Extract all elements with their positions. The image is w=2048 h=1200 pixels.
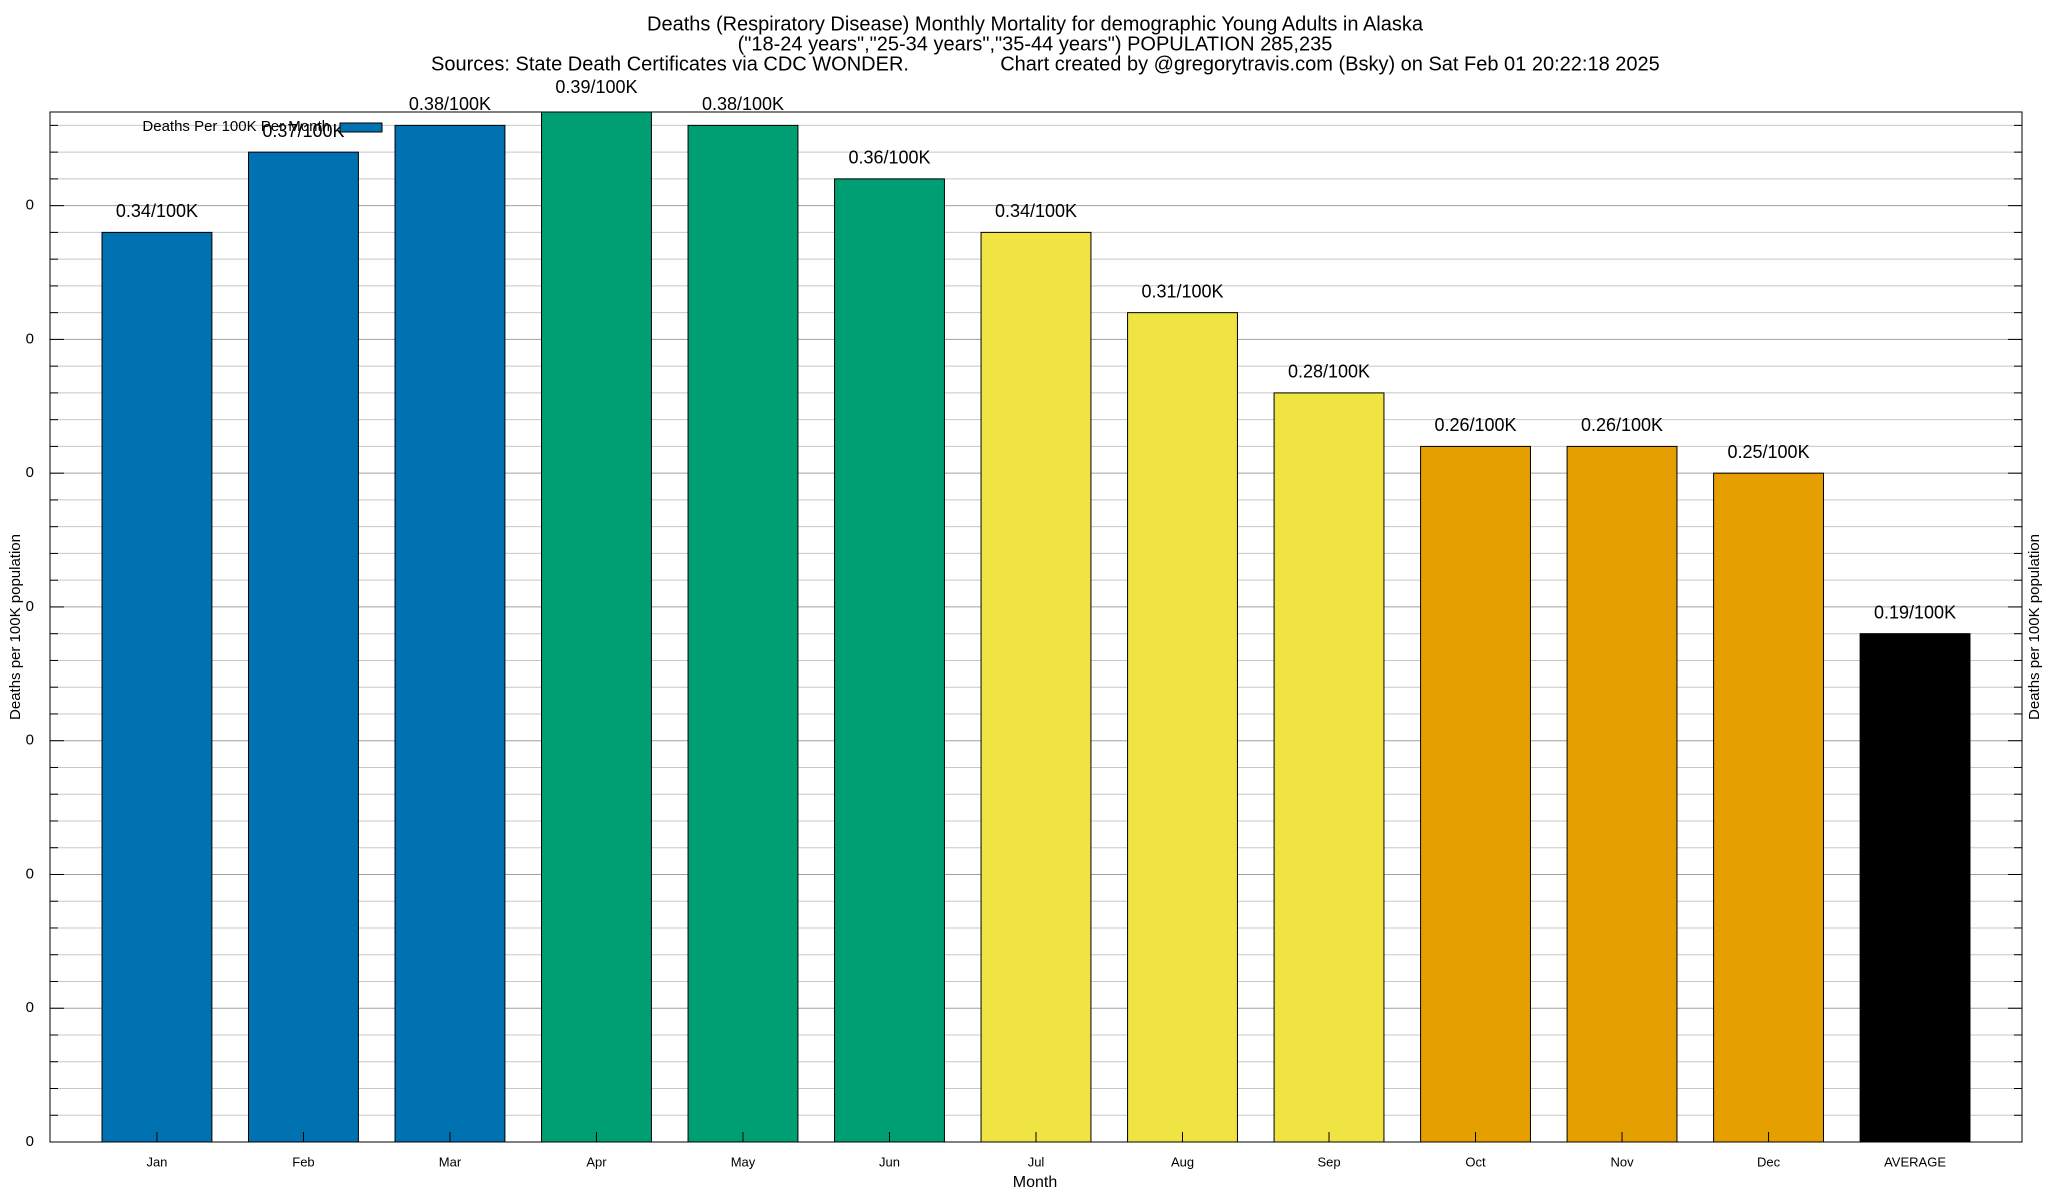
value-label: 0.38/100K <box>702 94 784 114</box>
bar <box>394 124 506 1142</box>
chart-title: Deaths (Respiratory Disease) Monthly Mor… <box>647 13 1424 35</box>
x-tick-label: Nov <box>1610 1154 1634 1169</box>
y-tick-label: 0 <box>26 999 34 1016</box>
value-label: 0.37/100K <box>262 121 344 141</box>
bar <box>1127 312 1238 1142</box>
x-tick-label: Oct <box>1465 1154 1486 1169</box>
y-tick-label: 0 <box>26 732 34 749</box>
bar <box>1713 472 1824 1142</box>
bars <box>101 112 1971 1142</box>
source: Sources: State Death Certificates via CD… <box>431 53 909 75</box>
credit: Chart created by @gregorytravis.com (Bsk… <box>1000 53 1660 75</box>
value-label: 0.26/100K <box>1434 415 1516 435</box>
y-tick-label: 0 <box>26 197 34 214</box>
x-tick-label: Mar <box>439 1154 462 1169</box>
value-label: 0.34/100K <box>995 201 1077 221</box>
value-label: 0.38/100K <box>409 94 491 114</box>
y2-axis-label: Deaths per 100K population <box>2026 534 2043 720</box>
bar <box>1273 392 1385 1142</box>
value-label: 0.39/100K <box>555 77 637 97</box>
value-label: 0.31/100K <box>1141 281 1223 301</box>
chart-subtitle: ("18-24 years","25-34 years","35-44 year… <box>738 33 1333 55</box>
x-tick-label: Feb <box>292 1154 314 1169</box>
y-axis-label: Deaths per 100K population <box>7 534 24 720</box>
value-label: 0.26/100K <box>1581 415 1663 435</box>
x-tick-label: AVERAGE <box>1884 1154 1946 1169</box>
x-axis-label: Month <box>1013 1174 1057 1191</box>
value-label: 0.28/100K <box>1288 362 1370 382</box>
x-tick-label: Jan <box>146 1154 167 1169</box>
x-tick-label: Jun <box>879 1154 900 1169</box>
bar <box>1859 633 1971 1142</box>
value-label: 0.34/100K <box>116 201 198 221</box>
bar <box>1566 445 1678 1142</box>
x-tick-label: Apr <box>586 1154 607 1169</box>
x-tick-label: Sep <box>1317 1154 1340 1169</box>
bar <box>101 231 213 1142</box>
y-tick-label: 0 <box>26 598 34 615</box>
bar <box>1420 445 1531 1142</box>
bar <box>980 231 1092 1142</box>
bar <box>834 178 945 1142</box>
x-tick-label: Dec <box>1757 1154 1781 1169</box>
value-label: 0.36/100K <box>848 148 930 168</box>
x-tick-label: Aug <box>1171 1154 1194 1169</box>
value-label: 0.19/100K <box>1874 602 1956 622</box>
legend-label: Deaths Per 100K Per Month <box>142 118 330 135</box>
x-tick-label: May <box>731 1154 756 1169</box>
y-tick-label: 0 <box>26 330 34 347</box>
bar <box>687 124 799 1142</box>
y-tick-label: 0 <box>26 464 34 481</box>
legend-swatch <box>339 122 383 133</box>
value-label: 0.25/100K <box>1728 442 1810 462</box>
x-tick-label: Jul <box>1028 1154 1045 1169</box>
bar <box>248 151 359 1142</box>
y-tick-label: 0 <box>26 865 34 882</box>
plot-frame <box>49 111 2023 1143</box>
y-tick-label: 0 <box>26 1133 34 1150</box>
bar <box>541 112 652 1142</box>
